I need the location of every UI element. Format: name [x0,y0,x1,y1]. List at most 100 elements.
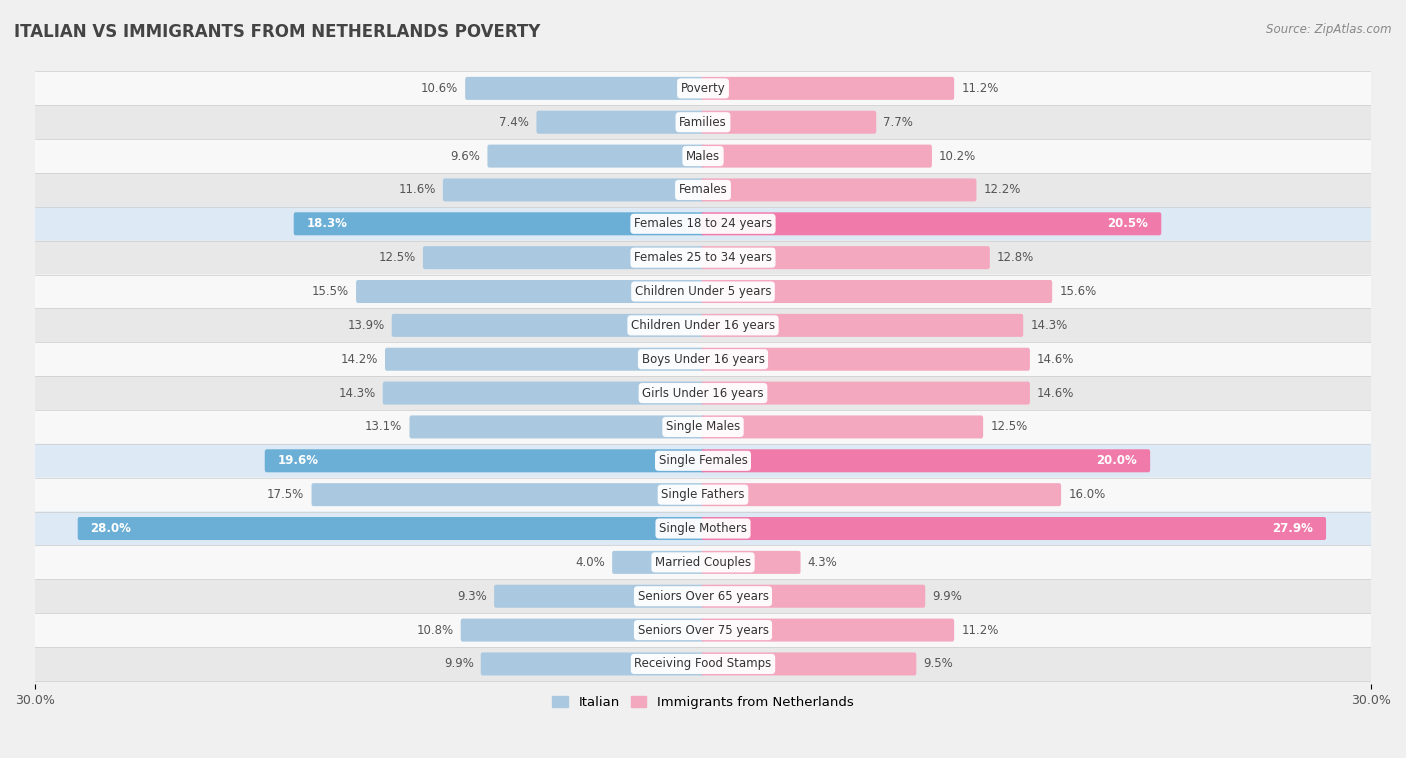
Text: 14.2%: 14.2% [340,352,378,365]
Text: 12.5%: 12.5% [378,251,416,264]
Text: 27.9%: 27.9% [1272,522,1313,535]
Text: ITALIAN VS IMMIGRANTS FROM NETHERLANDS POVERTY: ITALIAN VS IMMIGRANTS FROM NETHERLANDS P… [14,23,540,41]
FancyBboxPatch shape [423,246,704,269]
Text: 19.6%: 19.6% [277,454,319,467]
FancyBboxPatch shape [35,512,1371,546]
Text: Source: ZipAtlas.com: Source: ZipAtlas.com [1267,23,1392,36]
FancyBboxPatch shape [702,178,976,202]
FancyBboxPatch shape [35,478,1371,512]
FancyBboxPatch shape [35,71,1371,105]
Text: Males: Males [686,149,720,162]
FancyBboxPatch shape [382,381,704,405]
FancyBboxPatch shape [356,280,704,303]
FancyBboxPatch shape [702,246,990,269]
FancyBboxPatch shape [35,546,1371,579]
Text: Receiving Food Stamps: Receiving Food Stamps [634,657,772,670]
FancyBboxPatch shape [702,280,1052,303]
Text: 14.3%: 14.3% [339,387,375,399]
FancyBboxPatch shape [35,376,1371,410]
FancyBboxPatch shape [481,653,704,675]
Text: 10.8%: 10.8% [416,624,454,637]
FancyBboxPatch shape [35,647,1371,681]
FancyBboxPatch shape [702,381,1031,405]
Text: 16.0%: 16.0% [1069,488,1105,501]
Text: 14.6%: 14.6% [1038,387,1074,399]
Text: 20.0%: 20.0% [1097,454,1137,467]
Text: 10.6%: 10.6% [420,82,458,95]
FancyBboxPatch shape [443,178,704,202]
FancyBboxPatch shape [461,619,704,641]
Legend: Italian, Immigrants from Netherlands: Italian, Immigrants from Netherlands [547,691,859,715]
FancyBboxPatch shape [537,111,704,133]
Text: 9.3%: 9.3% [457,590,486,603]
FancyBboxPatch shape [385,348,704,371]
Text: Children Under 16 years: Children Under 16 years [631,319,775,332]
Text: Children Under 5 years: Children Under 5 years [634,285,772,298]
FancyBboxPatch shape [35,613,1371,647]
Text: 15.6%: 15.6% [1059,285,1097,298]
Text: 15.5%: 15.5% [312,285,349,298]
FancyBboxPatch shape [465,77,704,100]
Text: Married Couples: Married Couples [655,556,751,568]
Text: 4.0%: 4.0% [575,556,605,568]
Text: 28.0%: 28.0% [90,522,132,535]
FancyBboxPatch shape [702,483,1062,506]
Text: 12.8%: 12.8% [997,251,1035,264]
FancyBboxPatch shape [294,212,704,235]
Text: Single Males: Single Males [666,421,740,434]
FancyBboxPatch shape [702,653,917,675]
FancyBboxPatch shape [612,551,704,574]
Text: Females 18 to 24 years: Females 18 to 24 years [634,218,772,230]
FancyBboxPatch shape [35,207,1371,241]
Text: 14.6%: 14.6% [1038,352,1074,365]
FancyBboxPatch shape [35,241,1371,274]
FancyBboxPatch shape [35,444,1371,478]
Text: Females 25 to 34 years: Females 25 to 34 years [634,251,772,264]
Text: Females: Females [679,183,727,196]
FancyBboxPatch shape [35,105,1371,139]
FancyBboxPatch shape [392,314,704,337]
FancyBboxPatch shape [702,314,1024,337]
FancyBboxPatch shape [702,212,1161,235]
Text: 12.2%: 12.2% [984,183,1021,196]
Text: 11.2%: 11.2% [962,624,998,637]
FancyBboxPatch shape [35,309,1371,343]
FancyBboxPatch shape [702,111,876,133]
Text: Single Females: Single Females [658,454,748,467]
Text: 13.9%: 13.9% [347,319,385,332]
Text: 9.9%: 9.9% [444,657,474,670]
Text: 9.5%: 9.5% [924,657,953,670]
FancyBboxPatch shape [702,449,1150,472]
FancyBboxPatch shape [35,410,1371,444]
FancyBboxPatch shape [702,584,925,608]
Text: 18.3%: 18.3% [307,218,347,230]
FancyBboxPatch shape [488,145,704,168]
Text: 13.1%: 13.1% [366,421,402,434]
FancyBboxPatch shape [702,77,955,100]
FancyBboxPatch shape [702,145,932,168]
FancyBboxPatch shape [35,173,1371,207]
FancyBboxPatch shape [409,415,704,438]
Text: Single Mothers: Single Mothers [659,522,747,535]
FancyBboxPatch shape [312,483,704,506]
Text: 10.2%: 10.2% [939,149,976,162]
Text: Single Fathers: Single Fathers [661,488,745,501]
Text: Seniors Over 65 years: Seniors Over 65 years [637,590,769,603]
Text: 7.7%: 7.7% [883,116,914,129]
FancyBboxPatch shape [702,619,955,641]
Text: 4.3%: 4.3% [807,556,838,568]
Text: 14.3%: 14.3% [1031,319,1067,332]
Text: Girls Under 16 years: Girls Under 16 years [643,387,763,399]
Text: 20.5%: 20.5% [1108,218,1149,230]
Text: 7.4%: 7.4% [499,116,529,129]
FancyBboxPatch shape [702,551,800,574]
Text: 11.6%: 11.6% [398,183,436,196]
FancyBboxPatch shape [77,517,704,540]
FancyBboxPatch shape [702,348,1031,371]
Text: 9.9%: 9.9% [932,590,962,603]
Text: Boys Under 16 years: Boys Under 16 years [641,352,765,365]
FancyBboxPatch shape [494,584,704,608]
Text: 9.6%: 9.6% [450,149,481,162]
FancyBboxPatch shape [35,139,1371,173]
FancyBboxPatch shape [35,579,1371,613]
